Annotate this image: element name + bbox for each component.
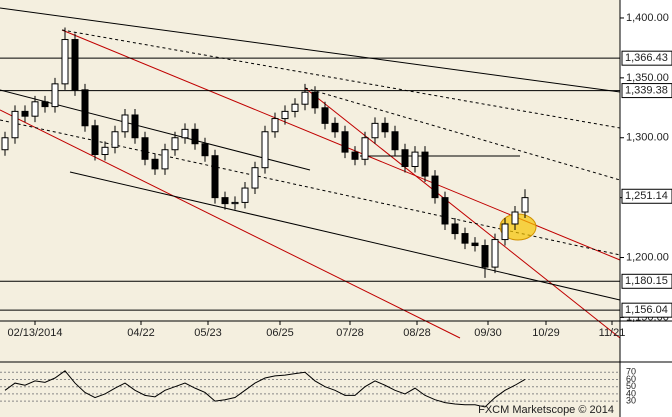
candle-body bbox=[81, 89, 89, 127]
candle-body bbox=[221, 197, 229, 205]
trend-line bbox=[61, 29, 621, 129]
level-box bbox=[621, 50, 672, 66]
candle-body bbox=[1, 137, 9, 151]
candle-body bbox=[361, 137, 369, 160]
candle-body bbox=[61, 39, 69, 85]
trend-line bbox=[0, 109, 461, 339]
x-tick-label: 09/30 bbox=[474, 327, 502, 339]
y-tick-label: 70 bbox=[626, 367, 636, 377]
level-label: 1,156.04 bbox=[625, 304, 668, 316]
candle-body bbox=[521, 197, 529, 213]
x-tick-label: 07/28 bbox=[336, 327, 364, 339]
x-tick-label: 10/29 bbox=[532, 327, 560, 339]
x-tick-label: 02/13/2014 bbox=[7, 327, 62, 339]
candle-body bbox=[471, 242, 479, 247]
axis-strip bbox=[620, 0, 672, 417]
rsi-line bbox=[4, 370, 526, 408]
candle-body bbox=[131, 114, 139, 139]
level-label: 1,366.43 bbox=[625, 52, 668, 64]
candle-body bbox=[51, 83, 59, 108]
candle-body bbox=[301, 91, 309, 105]
candle-body bbox=[311, 91, 319, 109]
x-tick-label: 06/25 bbox=[266, 327, 294, 339]
candle-body bbox=[441, 197, 449, 225]
candle-body bbox=[41, 101, 49, 108]
x-tick-label: 05/23 bbox=[194, 327, 222, 339]
candle-body bbox=[491, 239, 499, 268]
candle-body bbox=[281, 110, 289, 120]
trend-line bbox=[69, 171, 621, 301]
level-box bbox=[621, 83, 672, 99]
candle-body bbox=[371, 122, 379, 139]
x-tick-label: 04/22 bbox=[127, 327, 155, 339]
level-box bbox=[621, 273, 672, 289]
watermark: FXCM Marketscope © 2014 bbox=[478, 404, 614, 416]
level-box bbox=[621, 188, 672, 204]
y-tick-label: 1,350.00 bbox=[626, 72, 669, 84]
y-tick-label: 1,200.00 bbox=[626, 251, 669, 263]
candle-body bbox=[411, 151, 419, 167]
candle-body bbox=[321, 107, 329, 124]
trend-line bbox=[0, 7, 621, 93]
candle-body bbox=[431, 175, 439, 199]
trend-line bbox=[304, 87, 621, 181]
candle-body bbox=[401, 149, 409, 167]
candle-body bbox=[31, 101, 39, 117]
level-label: 1,339.38 bbox=[625, 84, 668, 96]
y-tick-label: 60 bbox=[626, 374, 636, 384]
candle-body bbox=[161, 149, 169, 170]
candle-body bbox=[481, 245, 489, 268]
candle-body bbox=[351, 151, 359, 160]
candle-body bbox=[381, 122, 389, 133]
candle-body bbox=[211, 155, 219, 199]
candle-body bbox=[141, 137, 149, 160]
candle-body bbox=[261, 131, 269, 169]
y-tick-label: 30 bbox=[626, 396, 636, 406]
candle-body bbox=[251, 167, 259, 189]
candle-body bbox=[451, 223, 459, 235]
y-tick-label: 40 bbox=[626, 388, 636, 398]
candle-body bbox=[241, 187, 249, 203]
y-tick-label: 50 bbox=[626, 381, 636, 391]
x-tick-label: 11/21 bbox=[599, 327, 626, 339]
y-tick-label: 1,400.00 bbox=[626, 12, 669, 24]
candle-body bbox=[511, 211, 519, 225]
candle-body bbox=[421, 151, 429, 177]
candle-body bbox=[121, 114, 129, 133]
candle-body bbox=[151, 158, 159, 170]
candle-body bbox=[111, 131, 119, 148]
candle-body bbox=[91, 125, 99, 156]
candle-body bbox=[201, 143, 209, 157]
candle-body bbox=[71, 39, 79, 91]
candle-body bbox=[11, 110, 19, 139]
candle-body bbox=[341, 131, 349, 153]
level-label: 1,180.15 bbox=[625, 275, 668, 287]
candle-body bbox=[191, 128, 199, 145]
candle-body bbox=[271, 118, 279, 133]
candle-body bbox=[501, 223, 509, 241]
candle-body bbox=[461, 233, 469, 244]
candle-body bbox=[331, 122, 339, 133]
y-tick-label: 1,300.00 bbox=[626, 132, 669, 144]
candle-body bbox=[181, 128, 189, 139]
candle-body bbox=[391, 131, 399, 151]
level-label: 1,251.14 bbox=[625, 190, 668, 202]
candle-body bbox=[171, 137, 179, 151]
candle-body bbox=[101, 146, 109, 156]
candle-body bbox=[291, 103, 299, 112]
candle-body bbox=[231, 201, 239, 205]
x-tick-label: 08/28 bbox=[403, 327, 431, 339]
trend-line bbox=[304, 87, 621, 339]
level-box bbox=[621, 302, 672, 318]
candle-body bbox=[21, 110, 29, 117]
